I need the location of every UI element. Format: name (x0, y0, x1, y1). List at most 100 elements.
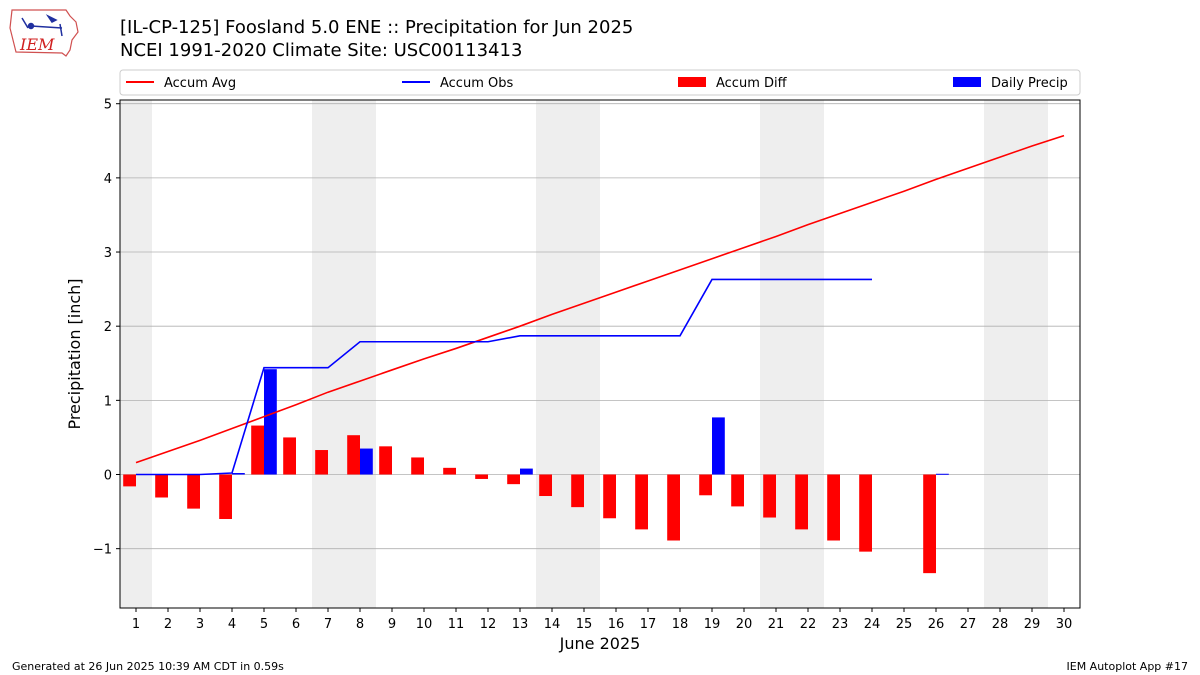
weekend-shading-group (120, 100, 1048, 608)
accum-diff-bar (155, 474, 168, 498)
accum-diff-bar (251, 425, 264, 475)
lines-group (135, 134, 1065, 476)
weekend-band (984, 100, 1048, 608)
accum-obs-line (136, 278, 872, 476)
iem-logo: IEM (9, 9, 79, 57)
x-tick-label: 24 (864, 617, 881, 632)
y-axis-label: Precipitation [inch] (65, 278, 84, 429)
legend-accum-avg-label: Accum Avg (164, 76, 236, 91)
x-tick-label: 21 (768, 617, 785, 632)
x-tick-label: 19 (704, 617, 721, 632)
accum-diff-bar (411, 457, 424, 475)
accum-diff-bar (923, 474, 936, 574)
weekend-band (536, 100, 600, 608)
legend-daily-precip-label: Daily Precip (991, 76, 1068, 91)
x-tick-label: 18 (672, 617, 689, 632)
legend-frame (119, 69, 1081, 96)
accum-diff-bar (763, 474, 776, 518)
x-tick-label: 20 (736, 617, 753, 632)
accum-diff-bar (123, 474, 136, 487)
x-tick-label: 25 (896, 617, 913, 632)
y-tick-label: 0 (104, 469, 112, 484)
x-tick-label: 8 (356, 617, 364, 632)
x-tick-label: 12 (480, 617, 497, 632)
daily-precip-bar (936, 473, 949, 475)
accum-diff-bar (219, 474, 232, 520)
accum-diff-bar (507, 474, 520, 485)
x-tick-label: 27 (960, 617, 977, 632)
x-tick-label: 2 (164, 617, 172, 632)
x-tick-label: 22 (800, 617, 817, 632)
accum-diff-bar (827, 474, 840, 541)
y-tick-label: 4 (104, 172, 112, 187)
x-tick-label: 26 (928, 617, 945, 632)
x-tick-label: 4 (228, 617, 236, 632)
accum-diff-bar (603, 474, 616, 519)
legend-accum-diff-swatch (678, 77, 706, 87)
chart-title: [IL-CP-125] Foosland 5.0 ENE :: Precipit… (120, 17, 634, 38)
daily-precip-bar (712, 417, 725, 475)
daily-precip-bar (232, 473, 245, 475)
accum-avg-line (135, 134, 1065, 464)
y-tick-label: 3 (104, 246, 112, 261)
accum-diff-bar (699, 474, 712, 496)
daily-precip-bar (520, 468, 533, 475)
x-tick-label: 7 (324, 617, 332, 632)
daily-precip-bar (264, 369, 277, 475)
x-tick-label: 11 (448, 617, 465, 632)
app-credit: IEM Autoplot App #17 (1066, 660, 1189, 673)
bars-group (123, 369, 949, 574)
accum-diff-bar (635, 474, 648, 530)
accum-diff-bar (571, 474, 584, 508)
x-tick-label: 3 (196, 617, 204, 632)
x-tick-label: 28 (992, 617, 1009, 632)
grid-lines (120, 103, 1080, 550)
x-tick-label: 6 (292, 617, 300, 632)
x-axis-ticks: 1 2 3 4 5 6 7 8 9 10 11 12 13 14 15 16 17 18 19 20 21 22 23 24 2… (132, 608, 1072, 632)
accum-diff-bar (315, 450, 328, 475)
x-tick-label: 29 (1024, 617, 1041, 632)
accum-diff-bar (795, 474, 808, 530)
iowa-outline-shape (9, 9, 79, 57)
weekend-band (760, 100, 824, 608)
legend: Accum Avg Accum Obs Accum Diff Daily Precip (119, 69, 1081, 96)
x-tick-label: 13 (512, 617, 529, 632)
x-tick-label: 14 (544, 617, 561, 632)
accum-diff-bar (475, 474, 488, 479)
legend-daily-precip-swatch (953, 77, 981, 87)
x-tick-label: 15 (576, 617, 593, 632)
legend-accum-diff-label: Accum Diff (716, 76, 788, 91)
accum-diff-bar (283, 437, 296, 475)
y-tick-label: 5 (104, 98, 112, 113)
x-tick-label: 1 (132, 617, 140, 632)
x-tick-label: 23 (832, 617, 849, 632)
y-tick-label: 1 (104, 394, 112, 409)
accum-diff-bar (443, 467, 456, 475)
x-tick-label: 9 (388, 617, 396, 632)
x-axis-label: June 2025 (559, 634, 641, 653)
x-tick-label: 16 (608, 617, 625, 632)
daily-precip-bar (360, 448, 373, 475)
accum-diff-bar (539, 474, 552, 497)
accum-diff-bar (187, 474, 200, 509)
accum-diff-bar (731, 474, 744, 507)
weekend-band (120, 100, 152, 608)
generated-timestamp: Generated at 26 Jun 2025 10:39 AM CDT in… (12, 660, 284, 673)
x-tick-label: 5 (260, 617, 268, 632)
accum-diff-bar (859, 474, 872, 552)
legend-accum-obs-label: Accum Obs (440, 76, 513, 91)
x-tick-label: 10 (416, 617, 433, 632)
y-tick-label: −1 (93, 543, 112, 558)
plot-frame (119, 99, 1081, 609)
accum-diff-bar (667, 474, 680, 541)
x-tick-label: 17 (640, 617, 657, 632)
y-tick-label: 2 (104, 320, 112, 335)
accum-diff-bar (347, 435, 360, 475)
x-tick-label: 30 (1056, 617, 1073, 632)
y-axis-ticks: −1 0 1 2 3 4 5 (93, 98, 120, 558)
weather-station-icon (21, 14, 63, 37)
logo-text: IEM (19, 35, 55, 54)
chart-subtitle: NCEI 1991-2020 Climate Site: USC00113413 (120, 40, 523, 61)
accum-diff-bar (379, 446, 392, 475)
